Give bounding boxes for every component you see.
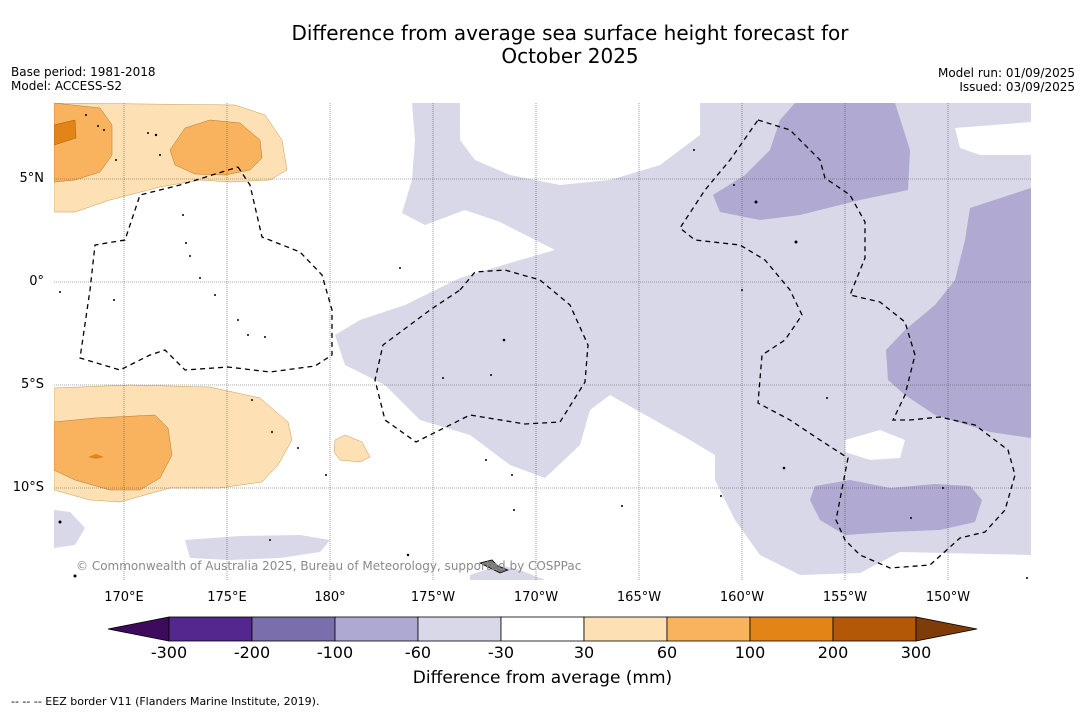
map-fields [54,103,1031,580]
cb-tick-4: -30 [487,643,515,662]
lavender-bottom [470,565,545,580]
colorbar-segment-6 [583,616,668,642]
colorbar-segment-9 [832,616,917,642]
lavender-mid-south [810,480,982,535]
orange-mid-southwest [54,414,173,491]
model-name: Model: ACCESS-S2 [11,79,123,93]
cb-tick-3: -60 [404,643,432,662]
colorbar-segment-1 [168,616,253,642]
white-patch-southeast [845,430,905,460]
base-period: Base period: 1981-2018 [11,65,156,79]
title-line-2: October 2025 [501,44,639,68]
cb-tick-7: 100 [734,643,766,662]
lon-label-175w: 175°W [410,590,456,605]
islands [58,114,1028,579]
cb-tick-1: -200 [233,643,271,662]
meta-left: Base period: 1981-2018 Model: ACCESS-S2 [11,65,156,93]
lat-label-10s: 10°S [12,480,44,495]
cb-tick-9: 300 [900,643,932,662]
white-patch-northeast [955,122,1031,155]
eez-legend-note: -- -- -- EEZ border V11 (Flanders Marine… [11,695,320,708]
meta-right: Model run: 01/09/2025 Issued: 03/09/2025 [938,66,1075,94]
orange-dark-northwest [54,119,77,146]
island-samoa [478,559,510,574]
colorbar-segment-5 [500,616,585,642]
orange-dark-southwest [88,454,104,459]
lon-label-155w: 155°W [822,590,868,605]
lavender-mid-east [886,188,1031,438]
lat-label-5s: 5°S [20,377,44,392]
cb-tick-5: 30 [573,643,595,662]
lat-label-0: 0° [29,274,44,289]
eez-borders [79,119,1016,569]
colorbar [107,616,978,642]
lon-label-170e: 170°E [104,590,144,605]
white-patch-north [460,103,700,185]
title-line-1: Difference from average sea surface heig… [291,21,849,45]
orange-mid-northwest-b [169,119,263,176]
cb-tick-0: -300 [150,643,188,662]
lavender-region-main [335,103,1031,575]
lat-label-5n: 5°N [19,171,45,186]
lavender-southwest [54,510,85,548]
colorbar-segment-2 [251,616,336,642]
graticule [54,103,1031,580]
issued-date: Issued: 03/09/2025 [959,80,1075,94]
lon-label-180: 180° [314,590,346,605]
colorbar-segment-3 [334,616,419,642]
colorbar-segment-8 [749,616,834,642]
cb-tick-8: 200 [817,643,849,662]
colorbar-label: Difference from average (mm) [412,668,673,688]
colorbar-extend-low [107,616,170,642]
lavender-south-strip [185,535,330,560]
model-run: Model run: 01/09/2025 [937,66,1075,80]
colorbar-segment-4 [417,616,502,642]
lon-label-150w: 150°W [925,590,971,605]
map-title: Difference from average sea surface heig… [0,22,1085,68]
colorbar-segment-7 [666,616,751,642]
orange-light-small [333,434,371,463]
cb-tick-2: -100 [316,643,354,662]
colorbar-extend-high [915,616,978,642]
lon-label-165w: 165°W [616,590,662,605]
lon-label-160w: 160°W [719,590,765,605]
lon-label-170w: 170°W [513,590,559,605]
copyright-notice: © Commonwealth of Australia 2025, Bureau… [76,559,582,573]
lavender-mid-north [713,103,910,220]
cb-tick-6: 60 [656,643,678,662]
lon-label-175e: 175°E [207,590,247,605]
